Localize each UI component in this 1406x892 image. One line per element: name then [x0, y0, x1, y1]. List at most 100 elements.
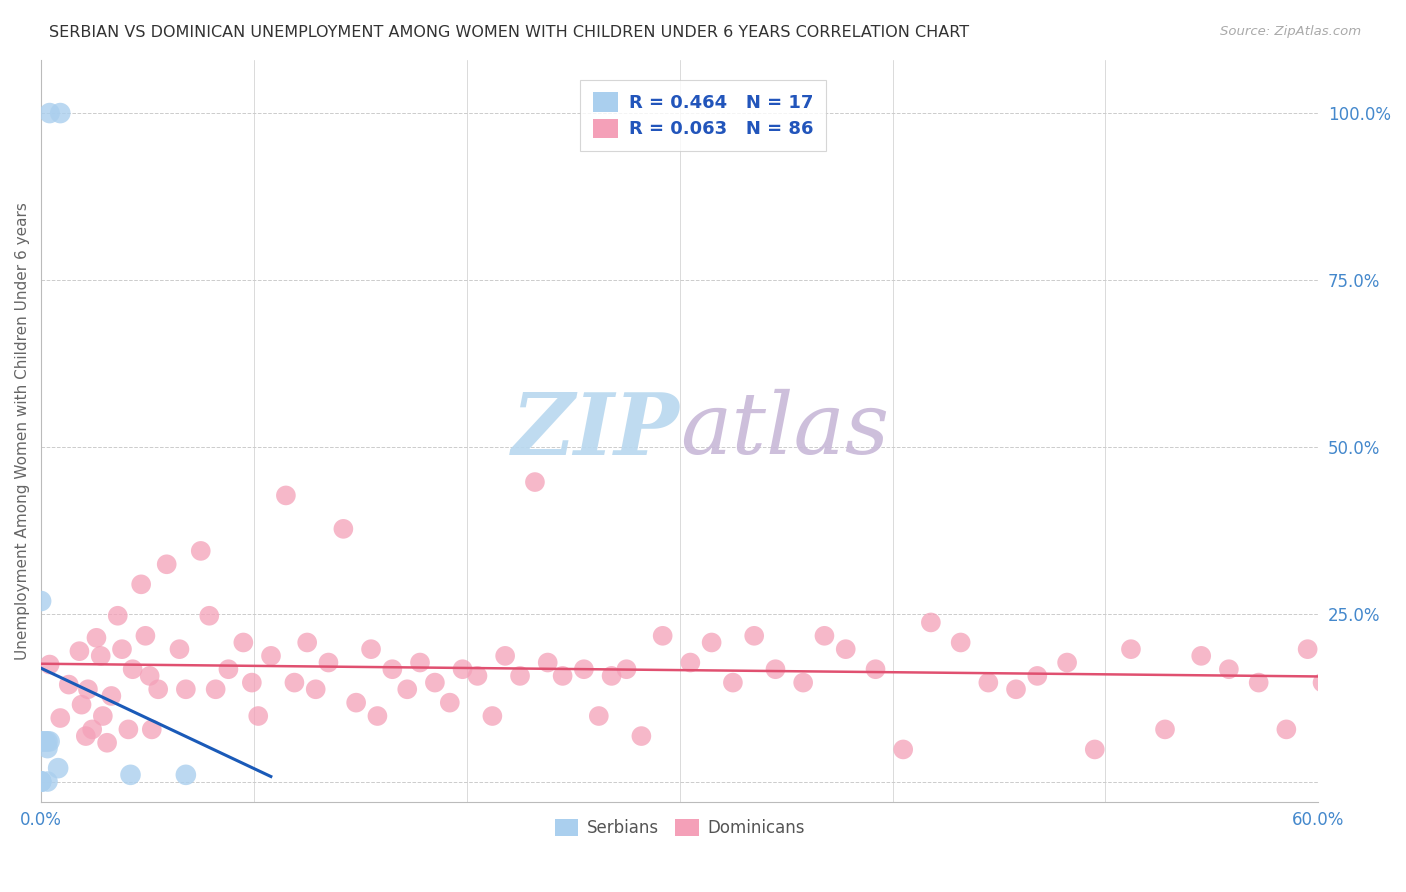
Point: [423, 675, 446, 690]
Point: [1026, 669, 1049, 683]
Point: [537, 656, 560, 670]
Point: [67, 644, 90, 658]
Point: [295, 635, 318, 649]
Point: [37, 734, 59, 748]
Point: [1154, 723, 1177, 737]
Point: [813, 629, 835, 643]
Point: [742, 629, 765, 643]
Point: [134, 629, 156, 643]
Point: [381, 662, 404, 676]
Point: [34, 734, 56, 748]
Point: [630, 729, 652, 743]
Point: [366, 709, 388, 723]
Point: [174, 768, 197, 782]
Point: [1119, 642, 1142, 657]
Point: [360, 642, 382, 657]
Point: [190, 544, 212, 558]
Point: [1084, 742, 1107, 756]
Point: [344, 696, 367, 710]
Point: [100, 689, 122, 703]
Point: [77, 682, 100, 697]
Point: [86, 631, 108, 645]
Point: [32, 734, 55, 748]
Point: [169, 642, 191, 657]
Point: [46, 761, 69, 775]
Point: [1312, 675, 1334, 690]
Point: [1005, 682, 1028, 697]
Point: [318, 656, 340, 670]
Point: [274, 488, 297, 502]
Point: [260, 648, 283, 663]
Point: [70, 698, 93, 712]
Point: [240, 675, 263, 690]
Point: [792, 675, 814, 690]
Point: [75, 729, 97, 743]
Point: [107, 608, 129, 623]
Point: [891, 742, 914, 756]
Point: [1218, 662, 1240, 676]
Point: [204, 682, 226, 697]
Point: [1189, 648, 1212, 663]
Point: [481, 709, 503, 723]
Point: [409, 656, 432, 670]
Point: [865, 662, 887, 676]
Point: [30, 594, 52, 608]
Point: [38, 657, 60, 672]
Point: [49, 106, 72, 120]
Point: [30, 774, 52, 789]
Point: [451, 662, 474, 676]
Point: [90, 648, 112, 663]
Point: [305, 682, 328, 697]
Text: Source: ZipAtlas.com: Source: ZipAtlas.com: [1220, 25, 1361, 38]
Point: [835, 642, 858, 657]
Point: [283, 675, 305, 690]
Point: [523, 475, 546, 489]
Point: [156, 558, 179, 572]
Point: [120, 768, 142, 782]
Point: [30, 774, 52, 789]
Point: [651, 629, 673, 643]
Point: [111, 642, 134, 657]
Point: [765, 662, 787, 676]
Point: [467, 669, 489, 683]
Point: [174, 682, 197, 697]
Point: [679, 656, 702, 670]
Point: [1056, 656, 1078, 670]
Point: [30, 774, 52, 789]
Point: [198, 608, 221, 623]
Point: [1247, 675, 1270, 690]
Point: [600, 669, 623, 683]
Point: [721, 675, 744, 690]
Point: [247, 709, 270, 723]
Text: SERBIAN VS DOMINICAN UNEMPLOYMENT AMONG WOMEN WITH CHILDREN UNDER 6 YEARS CORREL: SERBIAN VS DOMINICAN UNEMPLOYMENT AMONG …: [49, 25, 969, 40]
Point: [138, 669, 160, 683]
Text: ZIP: ZIP: [512, 389, 679, 473]
Point: [58, 677, 80, 691]
Point: [949, 635, 972, 649]
Point: [232, 635, 254, 649]
Point: [141, 723, 163, 737]
Point: [509, 669, 531, 683]
Point: [977, 675, 1000, 690]
Point: [49, 711, 72, 725]
Point: [37, 741, 59, 756]
Point: [1275, 723, 1298, 737]
Point: [30, 734, 52, 748]
Point: [217, 662, 239, 676]
Point: [700, 635, 723, 649]
Point: [37, 774, 59, 789]
Y-axis label: Unemployment Among Women with Children Under 6 years: Unemployment Among Women with Children U…: [15, 202, 30, 659]
Point: [332, 522, 354, 536]
Legend: Serbians, Dominicans: Serbians, Dominicans: [547, 810, 813, 846]
Point: [551, 669, 574, 683]
Point: [117, 723, 139, 737]
Point: [129, 577, 152, 591]
Point: [38, 106, 60, 120]
Point: [439, 696, 461, 710]
Point: [96, 736, 118, 750]
Point: [920, 615, 942, 630]
Point: [588, 709, 610, 723]
Point: [616, 662, 638, 676]
Point: [121, 662, 143, 676]
Point: [396, 682, 419, 697]
